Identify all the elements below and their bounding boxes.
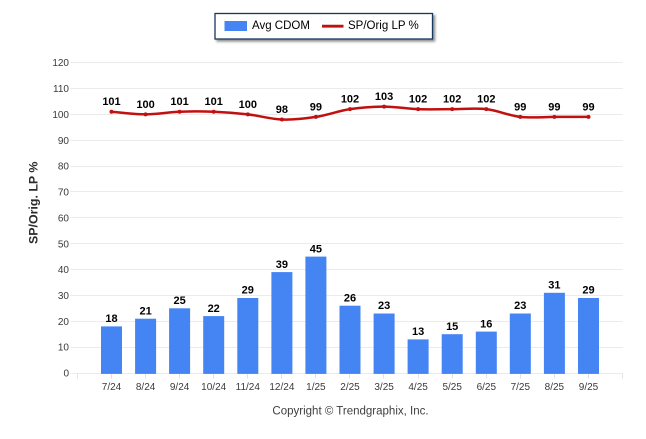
svg-text:10: 10 bbox=[58, 343, 70, 354]
svg-text:29: 29 bbox=[582, 285, 594, 297]
svg-text:9/24: 9/24 bbox=[170, 382, 190, 393]
svg-text:1/25: 1/25 bbox=[306, 382, 326, 393]
svg-text:23: 23 bbox=[514, 300, 526, 312]
svg-text:5/25: 5/25 bbox=[442, 382, 462, 393]
svg-text:25: 25 bbox=[173, 295, 185, 307]
svg-text:16: 16 bbox=[480, 318, 492, 330]
svg-text:100: 100 bbox=[136, 99, 154, 111]
svg-text:SP/Orig LP %: SP/Orig LP % bbox=[348, 20, 419, 32]
svg-text:2/25: 2/25 bbox=[340, 382, 360, 393]
svg-text:70: 70 bbox=[58, 188, 70, 199]
svg-text:99: 99 bbox=[310, 101, 322, 113]
svg-text:120: 120 bbox=[52, 58, 69, 69]
svg-text:102: 102 bbox=[443, 94, 461, 106]
svg-text:26: 26 bbox=[344, 292, 356, 304]
svg-text:45: 45 bbox=[310, 243, 322, 255]
svg-text:102: 102 bbox=[409, 94, 427, 106]
svg-text:22: 22 bbox=[208, 303, 220, 315]
svg-text:4/25: 4/25 bbox=[408, 382, 428, 393]
svg-text:18: 18 bbox=[105, 313, 117, 325]
svg-text:31: 31 bbox=[548, 280, 560, 292]
svg-text:60: 60 bbox=[58, 213, 70, 224]
svg-text:13: 13 bbox=[412, 326, 424, 338]
svg-text:0: 0 bbox=[63, 369, 69, 380]
svg-text:99: 99 bbox=[548, 101, 560, 113]
svg-text:7/24: 7/24 bbox=[102, 382, 122, 393]
svg-text:3/25: 3/25 bbox=[374, 382, 394, 393]
svg-text:7/25: 7/25 bbox=[511, 382, 531, 393]
svg-text:Copyright © Trendgraphix, Inc.: Copyright © Trendgraphix, Inc. bbox=[272, 405, 428, 417]
svg-text:11/24: 11/24 bbox=[236, 382, 261, 393]
svg-text:100: 100 bbox=[52, 110, 69, 121]
svg-text:100: 100 bbox=[239, 99, 257, 111]
svg-text:99: 99 bbox=[514, 101, 526, 113]
svg-text:101: 101 bbox=[205, 96, 223, 108]
svg-text:101: 101 bbox=[170, 96, 188, 108]
svg-text:40: 40 bbox=[58, 265, 70, 276]
svg-text:98: 98 bbox=[276, 104, 288, 116]
svg-text:39: 39 bbox=[276, 259, 288, 271]
svg-text:SP/Orig. LP %: SP/Orig. LP % bbox=[27, 162, 41, 244]
svg-text:80: 80 bbox=[58, 162, 70, 173]
svg-text:12/24: 12/24 bbox=[269, 382, 294, 393]
svg-text:102: 102 bbox=[341, 94, 359, 106]
svg-text:23: 23 bbox=[378, 300, 390, 312]
svg-text:15: 15 bbox=[446, 321, 458, 333]
svg-text:90: 90 bbox=[58, 136, 70, 147]
svg-text:30: 30 bbox=[58, 291, 70, 302]
svg-text:101: 101 bbox=[102, 96, 120, 108]
svg-text:Avg CDOM: Avg CDOM bbox=[252, 20, 310, 32]
svg-text:29: 29 bbox=[242, 285, 254, 297]
svg-text:110: 110 bbox=[53, 84, 69, 95]
svg-text:8/25: 8/25 bbox=[545, 382, 565, 393]
svg-text:99: 99 bbox=[582, 101, 594, 113]
svg-text:8/24: 8/24 bbox=[136, 382, 156, 393]
svg-text:20: 20 bbox=[58, 317, 70, 328]
svg-text:10/24: 10/24 bbox=[201, 382, 226, 393]
svg-text:6/25: 6/25 bbox=[477, 382, 497, 393]
svg-text:21: 21 bbox=[139, 305, 151, 317]
svg-text:9/25: 9/25 bbox=[579, 382, 599, 393]
svg-text:50: 50 bbox=[58, 239, 70, 250]
svg-text:102: 102 bbox=[477, 94, 495, 106]
svg-text:103: 103 bbox=[375, 91, 393, 103]
